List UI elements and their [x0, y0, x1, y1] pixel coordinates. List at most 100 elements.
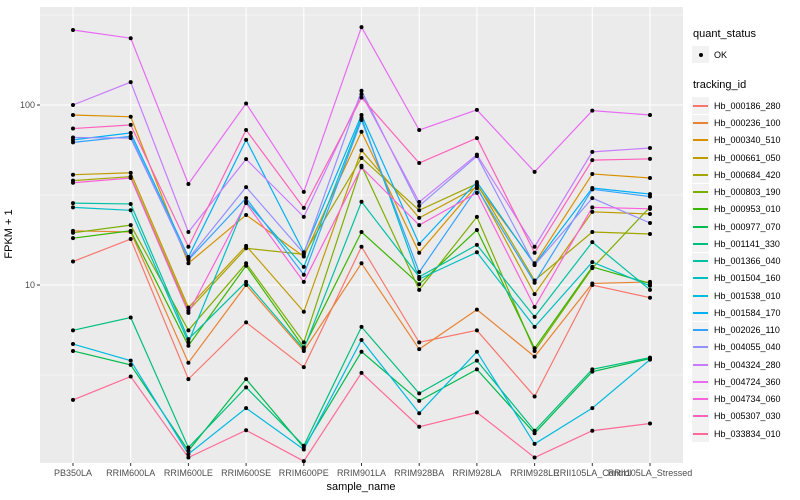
- data-point: [301, 264, 306, 269]
- data-point: [301, 205, 306, 210]
- data-point: [186, 182, 191, 187]
- legend-key-line-icon: [692, 252, 709, 270]
- x-tick-label: RRIM928LE: [510, 468, 559, 478]
- data-point: [359, 88, 364, 93]
- data-point: [301, 214, 306, 219]
- data-point: [417, 208, 422, 213]
- legend-entry-label: Hb_000340_510: [714, 135, 781, 146]
- legend-key-line-icon: [692, 269, 709, 287]
- x-tick-label: RRIM600SE: [221, 468, 271, 478]
- legend-entry-label: Hb_000977_070: [714, 221, 781, 232]
- data-point: [128, 223, 133, 228]
- x-axis-title: sample_name: [326, 481, 396, 493]
- data-point: [590, 367, 595, 372]
- legend-entry: Hb_000977_070: [692, 218, 798, 236]
- data-point: [186, 337, 191, 342]
- data-point: [590, 187, 595, 192]
- data-point: [186, 256, 191, 261]
- data-point: [186, 340, 191, 345]
- data-point: [532, 292, 537, 297]
- data-point: [474, 349, 479, 354]
- legend-entry: Hb_001584_170: [692, 304, 798, 322]
- data-point: [301, 340, 306, 345]
- legend-key-line-icon: [692, 407, 709, 425]
- data-point: [417, 241, 422, 246]
- data-point: [244, 406, 249, 411]
- data-point: [417, 223, 422, 228]
- data-point: [186, 310, 191, 315]
- data-point: [244, 283, 249, 287]
- data-point: [474, 190, 479, 195]
- data-point: [244, 101, 249, 106]
- data-point: [417, 276, 422, 281]
- data-point: [590, 196, 595, 201]
- legend-key-line-icon: [692, 304, 709, 322]
- data-point: [186, 244, 191, 249]
- x-tick-label: RRIM600LA: [106, 468, 155, 478]
- legend-entry-label: Hb_001584_170: [714, 307, 781, 318]
- data-point: [71, 180, 75, 185]
- data-point: [474, 328, 479, 333]
- data-point: [532, 304, 537, 309]
- data-point: [128, 315, 133, 320]
- data-point: [532, 244, 537, 249]
- legend-entry-label: Hb_001366_040: [714, 256, 781, 267]
- legend-key-line-icon: [692, 425, 709, 443]
- data-point: [474, 367, 479, 372]
- legend-entry-label: Hb_000684_420: [714, 169, 781, 180]
- data-point: [186, 455, 191, 460]
- legend-entry-label: OK: [714, 49, 728, 60]
- data-point: [359, 148, 364, 153]
- data-point: [71, 126, 75, 131]
- data-point: [590, 229, 595, 234]
- data-point: [474, 228, 479, 233]
- legend-entry-label: Hb_005307_030: [714, 411, 781, 422]
- data-point: [186, 448, 191, 453]
- legend-entry-label: Hb_004324_280: [714, 359, 781, 370]
- x-tick-label: RRII105LA_Stressed: [608, 468, 693, 478]
- data-point: [474, 250, 479, 255]
- data-point: [532, 455, 537, 460]
- data-point: [301, 347, 306, 352]
- legend-entry: Hb_033834_010: [692, 425, 798, 443]
- data-point: [128, 228, 133, 233]
- data-point: [359, 349, 364, 354]
- x-tick-label: RRIM600PE: [279, 468, 329, 478]
- legend-entry-label: Hb_001141_330: [714, 238, 780, 249]
- data-point: [71, 342, 75, 347]
- data-point: [532, 394, 537, 399]
- data-point: [532, 169, 537, 174]
- legend-key-line-icon: [692, 218, 709, 236]
- data-point: [186, 452, 191, 457]
- legend-key-line-icon: [692, 149, 709, 167]
- x-tick-label: RRII105LA_Control: [553, 468, 631, 478]
- legend-entry: Hb_002026_110: [692, 321, 798, 339]
- data-point: [359, 118, 364, 123]
- legend-entry-label: Hb_001504_160: [714, 273, 781, 284]
- data-point: [128, 374, 133, 379]
- data-point: [301, 459, 306, 464]
- data-point: [359, 155, 364, 160]
- data-point: [128, 122, 133, 127]
- legend: quant_status OK tracking_id Hb_000186_28…: [692, 28, 798, 443]
- data-point: [71, 135, 75, 140]
- data-point: [71, 259, 75, 264]
- data-point: [359, 165, 364, 170]
- data-point: [417, 270, 422, 275]
- data-point: [71, 172, 75, 177]
- legend-entry: Hb_001538_010: [692, 287, 798, 305]
- legend-entry-label: Hb_000186_280: [714, 100, 781, 111]
- data-point: [474, 180, 479, 185]
- data-point: [71, 112, 75, 117]
- data-point: [359, 199, 364, 204]
- data-point: [71, 201, 75, 206]
- data-point: [359, 112, 364, 117]
- data-point: [71, 28, 75, 33]
- data-point: [417, 411, 422, 416]
- data-point: [532, 280, 537, 285]
- x-tick-label: RRIM928BA: [394, 468, 444, 478]
- legend-key-line-icon: [692, 200, 709, 218]
- data-point: [590, 406, 595, 411]
- data-point: [590, 209, 595, 214]
